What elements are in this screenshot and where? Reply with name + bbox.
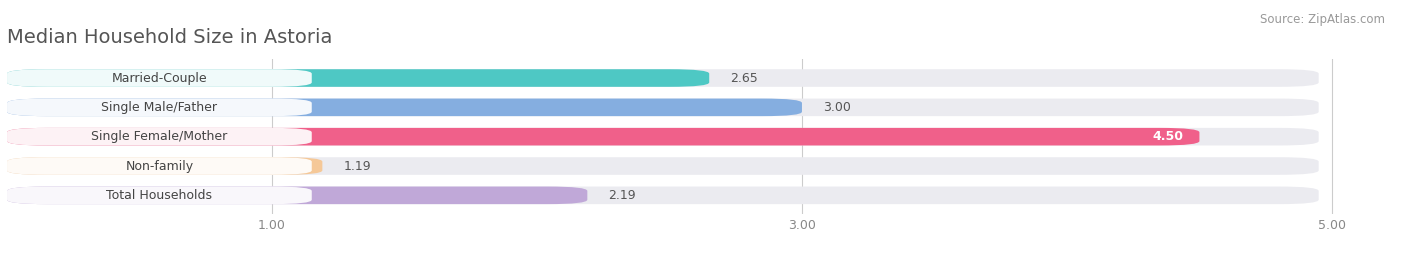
Text: 3.00: 3.00 [823,101,851,114]
Text: Single Female/Mother: Single Female/Mother [91,130,228,143]
Text: 1.19: 1.19 [343,159,371,173]
Text: Source: ZipAtlas.com: Source: ZipAtlas.com [1260,13,1385,27]
FancyBboxPatch shape [7,157,1319,175]
FancyBboxPatch shape [7,69,312,87]
FancyBboxPatch shape [7,128,1199,146]
Text: Median Household Size in Astoria: Median Household Size in Astoria [7,28,332,47]
Text: Non-family: Non-family [125,159,194,173]
FancyBboxPatch shape [7,128,312,146]
Text: Single Male/Father: Single Male/Father [101,101,218,114]
FancyBboxPatch shape [7,69,1319,87]
FancyBboxPatch shape [7,157,322,175]
FancyBboxPatch shape [7,69,709,87]
Text: Married-Couple: Married-Couple [111,72,207,84]
FancyBboxPatch shape [7,187,588,204]
Text: 2.19: 2.19 [609,189,636,202]
Text: 4.50: 4.50 [1153,130,1184,143]
FancyBboxPatch shape [7,128,1319,146]
FancyBboxPatch shape [7,187,312,204]
FancyBboxPatch shape [7,187,1319,204]
Text: 2.65: 2.65 [731,72,758,84]
FancyBboxPatch shape [7,99,801,116]
Text: Total Households: Total Households [107,189,212,202]
FancyBboxPatch shape [7,99,1319,116]
FancyBboxPatch shape [7,157,312,175]
FancyBboxPatch shape [7,99,312,116]
